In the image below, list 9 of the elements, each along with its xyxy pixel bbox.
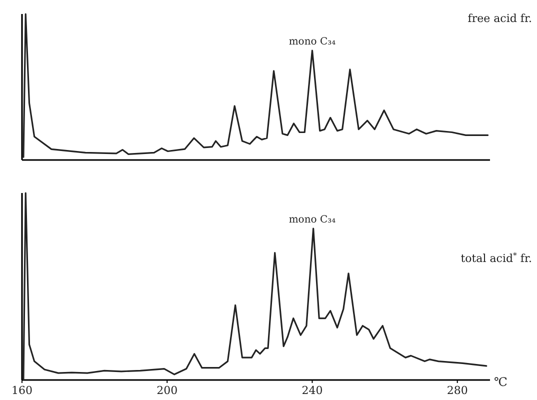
x-axis-title: ℃: [494, 375, 508, 389]
annotation: mono C₃₄: [288, 36, 336, 48]
x-tick-label: 280: [446, 384, 468, 397]
text: total acid$^{*}$ fr.: [460, 250, 532, 265]
x-tick-label: 200: [156, 384, 178, 397]
x-tick-label: 240: [302, 384, 323, 397]
x-tick-label: 160: [12, 384, 32, 397]
chart-title: free acid fr.: [468, 12, 532, 25]
annotation: mono C₃₄: [288, 214, 336, 226]
